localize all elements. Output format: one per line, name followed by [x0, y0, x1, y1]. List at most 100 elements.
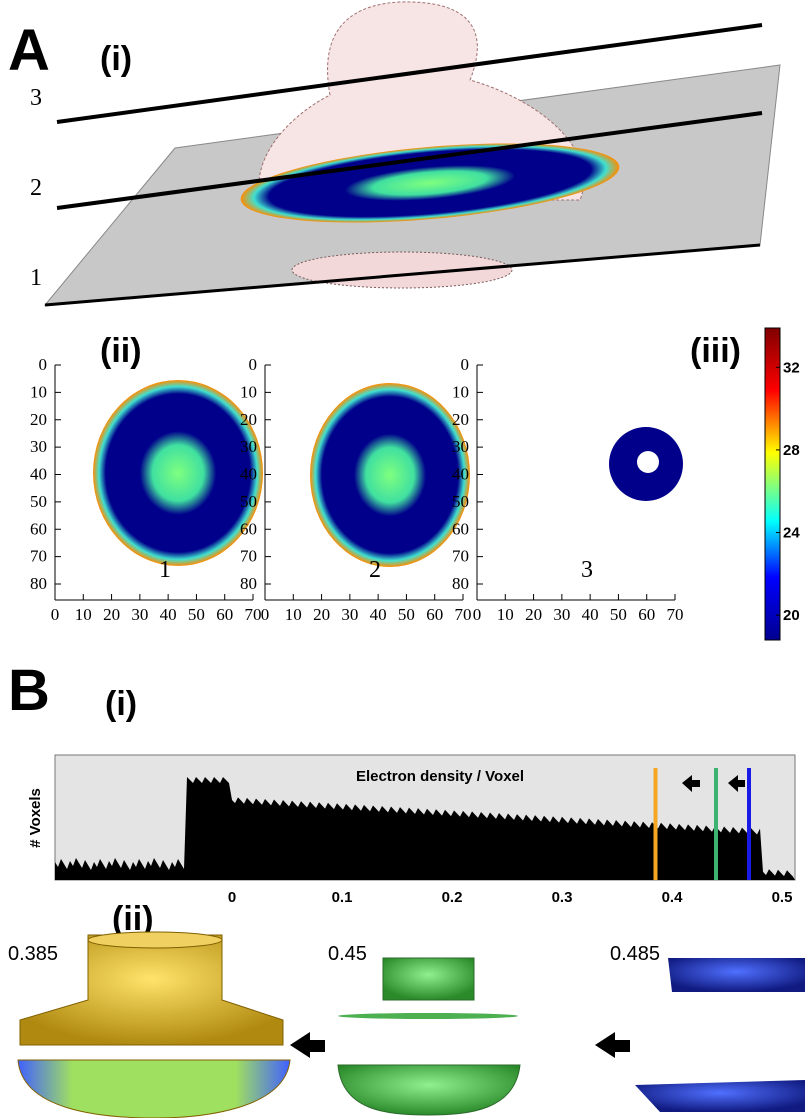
slice-image: [310, 383, 470, 567]
y-tick-label: 40: [240, 465, 257, 484]
arrow: [728, 775, 745, 792]
x-tick-label: 60: [216, 605, 233, 624]
iso-label: 0.45: [328, 943, 367, 965]
isosurface: [382, 957, 475, 1001]
y-tick-label: 80: [240, 574, 257, 593]
plane-label: 3: [30, 85, 42, 111]
isosurface: [17, 1059, 291, 1118]
x-tick-label: 40: [160, 605, 177, 624]
x-tick-label: 60: [426, 605, 443, 624]
x-tick-label: 20: [313, 605, 330, 624]
x-tick-label: 0.2: [442, 889, 463, 906]
y-tick-label: 30: [30, 437, 47, 456]
x-tick-label: 40: [370, 605, 387, 624]
y-tick-label: 10: [240, 382, 257, 401]
x-tick-label: 40: [582, 605, 599, 624]
slice-hole: [637, 451, 659, 473]
sub-label: (i): [105, 685, 137, 723]
plane-line: [56, 23, 763, 124]
y-tick-label: 50: [30, 492, 47, 511]
x-tick-label: 70: [455, 605, 472, 624]
x-tick-label: 0: [228, 889, 236, 906]
plane-label: 2: [30, 175, 42, 201]
isosurface-rim: [87, 931, 223, 949]
slice-label: 1: [159, 557, 171, 583]
y-tick-label: 0: [249, 355, 258, 374]
x-tick-label: 10: [285, 605, 302, 624]
y-tick-label: 20: [452, 410, 469, 429]
slice-label: 2: [369, 557, 381, 583]
panel-letter: B: [8, 658, 50, 723]
isosurface: [19, 934, 284, 1046]
isosurface: [668, 958, 805, 992]
colorbar-label: 24: [783, 525, 800, 542]
x-tick-label: 20: [525, 605, 542, 624]
y-axis-label: # Voxels: [27, 788, 44, 848]
x-tick-label: 30: [341, 605, 358, 624]
x-tick-label: 30: [131, 605, 148, 624]
x-tick-label: 50: [188, 605, 205, 624]
x-tick-label: 20: [103, 605, 120, 624]
x-tick-label: 0.5: [772, 889, 793, 906]
y-tick-label: 40: [452, 465, 469, 484]
colorbar-label: 32: [783, 359, 800, 376]
y-tick-label: 50: [240, 492, 257, 511]
y-tick-label: 10: [30, 382, 47, 401]
arrow: [682, 775, 700, 792]
y-tick-label: 30: [240, 437, 257, 456]
y-tick-label: 50: [452, 492, 469, 511]
y-tick-label: 70: [452, 547, 469, 566]
x-tick-label: 50: [398, 605, 415, 624]
isosurface: [337, 1064, 521, 1116]
plane-line: [56, 111, 763, 210]
x-tick-label: 0.3: [552, 889, 573, 906]
plane-line: [44, 243, 761, 307]
y-tick-label: 0: [461, 355, 470, 374]
x-tick-label: 0.1: [332, 889, 353, 906]
y-tick-label: 60: [452, 519, 469, 538]
y-tick-label: 40: [30, 465, 47, 484]
sub-label: (i): [100, 40, 132, 78]
slice-image: [93, 380, 263, 566]
y-tick-label: 0: [39, 355, 48, 374]
colorbar-label: 20: [783, 607, 800, 624]
isosurface-disc: [338, 1013, 518, 1019]
plane-label: 1: [30, 265, 42, 291]
y-tick-label: 10: [452, 382, 469, 401]
x-tick-label: 70: [667, 605, 684, 624]
colorbar-label: 28: [783, 442, 800, 459]
y-tick-label: 60: [30, 519, 47, 538]
x-tick-label: 0: [51, 605, 60, 624]
x-tick-label: 10: [497, 605, 514, 624]
arrow: [290, 1032, 325, 1058]
sub-label: (ii): [100, 332, 142, 370]
x-tick-label: 50: [610, 605, 627, 624]
y-tick-label: 60: [240, 519, 257, 538]
y-tick-label: 80: [452, 574, 469, 593]
y-tick-label: 80: [30, 574, 47, 593]
isosurface: [635, 1080, 805, 1112]
slice-label: 3: [581, 557, 593, 583]
x-tick-label: 0: [473, 605, 482, 624]
y-tick-label: 30: [452, 437, 469, 456]
colorbar: [764, 327, 781, 641]
y-tick-label: 70: [240, 547, 257, 566]
histogram: [55, 777, 795, 880]
x-tick-label: 0.4: [662, 889, 684, 906]
density-slice: [240, 143, 620, 223]
x-tick-label: 0: [261, 605, 270, 624]
x-tick-label: 70: [245, 605, 262, 624]
panel-letter: A: [8, 18, 50, 83]
iso-label: 0.385: [8, 943, 58, 965]
y-tick-label: 70: [30, 547, 47, 566]
histogram-title: Electron density / Voxel: [356, 768, 524, 785]
iso-label: 0.485: [610, 943, 660, 965]
arrow: [595, 1032, 630, 1058]
y-tick-label: 20: [240, 410, 257, 429]
x-tick-label: 60: [638, 605, 655, 624]
sub-label: (iii): [690, 332, 741, 370]
x-tick-label: 30: [553, 605, 570, 624]
x-tick-label: 10: [75, 605, 92, 624]
y-tick-label: 20: [30, 410, 47, 429]
